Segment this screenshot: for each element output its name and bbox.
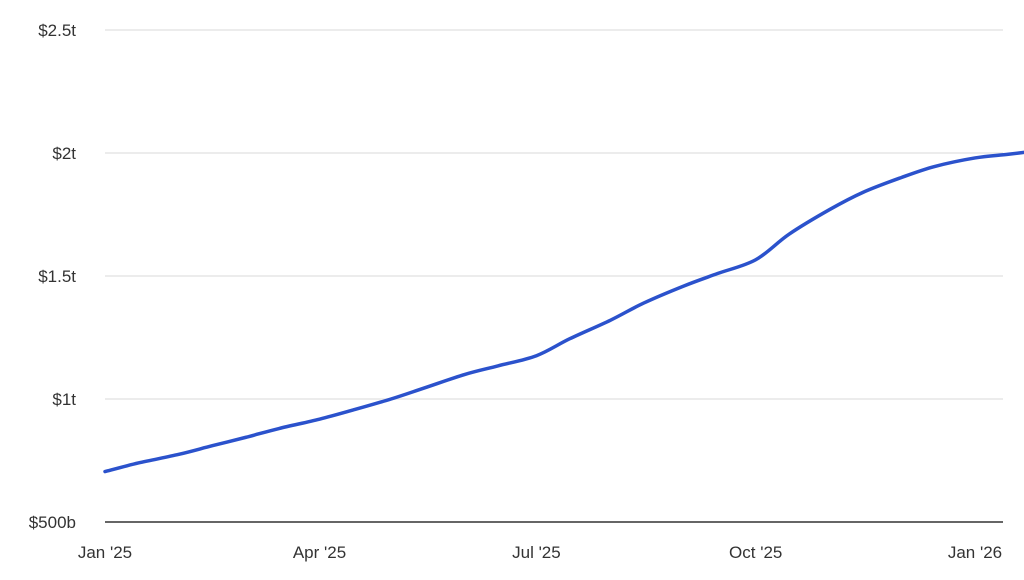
y-tick-label: $500b xyxy=(29,513,76,532)
x-tick-label: Jan '25 xyxy=(78,543,132,562)
y-tick-label: $1.5t xyxy=(38,267,76,286)
series-group xyxy=(103,150,1024,474)
y-tick-label: $2.5t xyxy=(38,21,76,40)
x-tick-label: Jan '26 xyxy=(948,543,1002,562)
y-tick-label: $2t xyxy=(52,144,76,163)
series-line xyxy=(103,150,1024,474)
x-tick-label: Oct '25 xyxy=(729,543,782,562)
gridlines xyxy=(105,29,1003,400)
y-tick-label: $1t xyxy=(52,390,76,409)
x-tick-label: Apr '25 xyxy=(293,543,346,562)
x-axis-labels: Jan '25 Apr '25 Jul '25 Oct '25 Jan '26 xyxy=(78,543,1002,562)
y-axis-labels: $500b $1t $1.5t $2t $2.5t xyxy=(29,21,77,532)
x-tick-label: Jul '25 xyxy=(512,543,561,562)
